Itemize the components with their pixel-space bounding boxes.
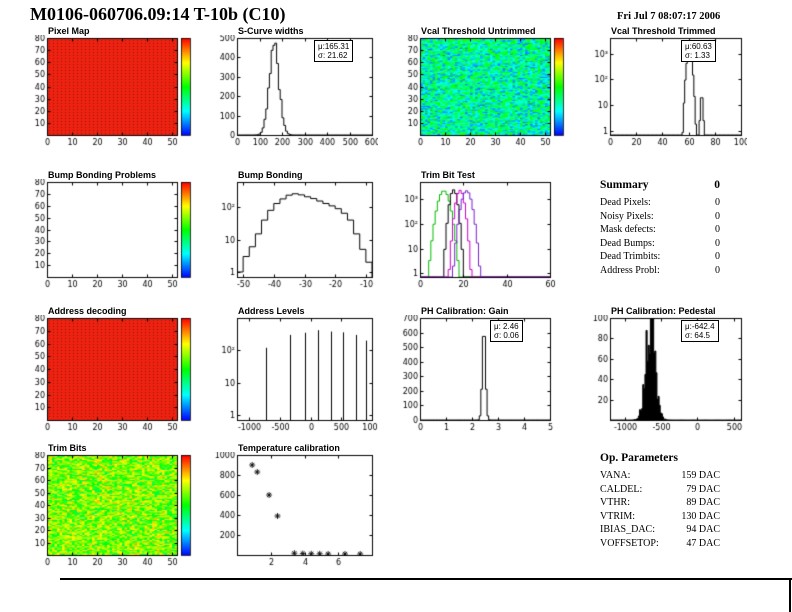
summary-row-value: 0 [715, 197, 720, 208]
summary-row-label: Mask defects: [600, 224, 656, 235]
chart-title-vcal-untrimmed: Vcal Threshold Untrimmed [421, 26, 536, 36]
summary-row: Address Probl: 0 [600, 264, 720, 278]
gain-sigma-stat: σ: 0.06 [494, 331, 519, 340]
address-levels-chart [211, 315, 378, 433]
op-parameters-panel: Op. Parameters VANA: 159 DAC CALDEL: 79 DA… [600, 452, 720, 550]
summary-row: Noisy Pixels: 0 [600, 210, 720, 224]
chart-title-temp-calibration: Temperature calibration [238, 443, 340, 453]
summary-row: Dead Trimbits: 0 [600, 250, 720, 264]
chart-title-pixel-map: Pixel Map [48, 26, 90, 36]
summary-row-value: 0 [715, 237, 720, 249]
summary-row-label: Noisy Pixels: [600, 210, 654, 222]
vcal-mu-stat: μ:60.63 [685, 42, 712, 51]
chart-title-bump-bonding: Bump Bonding [238, 170, 303, 180]
summary-row-label: Address Probl: [600, 264, 660, 276]
op-parameter-row: VANA: 159 DAC [600, 469, 720, 483]
summary-row: Dead Pixels: 0 [600, 196, 720, 210]
op-row-value: 94 DAC [686, 524, 720, 535]
summary-title: Summary [600, 179, 649, 191]
summary-row-label: Dead Trimbits: [600, 251, 661, 262]
chart-title-vcal-trimmed: Vcal Threshold Trimmed [611, 26, 716, 36]
op-row-value: 89 DAC [686, 497, 720, 508]
op-row-label: CALDEL: [600, 483, 643, 495]
trim-bit-test-chart [394, 179, 556, 290]
vcal-untrimmed-chart [394, 35, 568, 148]
summary-row: Dead Bumps: 0 [600, 237, 720, 251]
bump-bonding-chart [211, 179, 378, 290]
pedestal-mu-stat: μ:-642.4 [685, 322, 715, 331]
ph-pedestal-chart [584, 315, 747, 433]
op-parameters-title: Op. Parameters [600, 452, 678, 464]
summary-panel: Summary 0 Dead Pixels: 0 Noisy Pixels: 0 M… [600, 179, 720, 277]
op-parameter-row: VTHR: 89 DAC [600, 496, 720, 510]
summary-row-value: 0 [715, 264, 720, 276]
summary-total: 0 [714, 179, 720, 191]
op-row-value: 79 DAC [686, 483, 720, 495]
op-row-label: VTRIM: [600, 510, 635, 522]
summary-row-label: Dead Bumps: [600, 237, 655, 249]
scurve-mu-stat: μ:165.31 [318, 42, 350, 51]
vcal-trimmed-chart [584, 35, 747, 148]
chart-title-trim-bit-test: Trim Bit Test [421, 170, 475, 180]
summary-row-label: Dead Pixels: [600, 197, 651, 208]
scurve-sigma-stat: σ: 21.62 [318, 51, 348, 60]
summary-row: Mask defects: 0 [600, 223, 720, 237]
chart-title-ph-pedestal: PH Calibration: Pedestal [611, 306, 716, 316]
vcal-sigma-stat: σ: 1.33 [685, 51, 710, 60]
chart-title-bump-problems: Bump Bonding Problems [48, 170, 156, 180]
op-parameter-row: VOFFSETOP: 47 DAC [600, 537, 720, 551]
op-parameter-row: VTRIM: 130 DAC [600, 510, 720, 524]
pixel-map-chart [21, 35, 195, 148]
timestamp: Fri Jul 7 08:07:17 2006 [617, 11, 721, 22]
trim-bits-chart [21, 452, 195, 568]
ph-gain-chart [394, 315, 556, 433]
chart-title-scurve-widths: S-Curve widths [238, 26, 304, 36]
op-row-label: VTHR: [600, 497, 630, 508]
op-row-label: VOFFSETOP: [600, 537, 659, 549]
address-decoding-chart [21, 315, 195, 433]
summary-row-value: 0 [715, 251, 720, 262]
temp-calibration-chart [211, 452, 378, 568]
chart-title-address-decoding: Address decoding [48, 306, 127, 316]
summary-row-value: 0 [715, 210, 720, 222]
op-row-value: 130 DAC [681, 510, 720, 522]
canvas-bottom-border [60, 578, 792, 580]
scurve-stats-box: μ:165.31 σ: 21.62 [314, 40, 354, 62]
op-row-value: 47 DAC [686, 537, 720, 549]
op-row-label: VANA: [600, 470, 631, 481]
ph-gain-stats-box: μ: 2.46 σ: 0.06 [490, 320, 523, 342]
page-title: M0106-060706.09:14 T-10b (C10) [30, 4, 286, 24]
op-row-value: 159 DAC [681, 470, 720, 481]
op-parameter-row: IBIAS_DAC: 94 DAC [600, 523, 720, 537]
chart-title-trim-bits: Trim Bits [48, 443, 87, 453]
chart-title-address-levels: Address Levels [238, 306, 305, 316]
gain-mu-stat: μ: 2.46 [494, 322, 519, 331]
op-row-label: IBIAS_DAC: [600, 524, 656, 535]
chart-title-ph-gain: PH Calibration: Gain [421, 306, 509, 316]
pedestal-sigma-stat: σ: 64.5 [685, 331, 710, 340]
bump-problems-chart [21, 179, 195, 290]
vcal-trimmed-stats-box: μ:60.63 σ: 1.33 [681, 40, 716, 62]
ph-pedestal-stats-box: μ:-642.4 σ: 64.5 [681, 320, 719, 342]
summary-row-value: 0 [715, 224, 720, 235]
op-parameter-row: CALDEL: 79 DAC [600, 483, 720, 497]
canvas-right-border [789, 578, 791, 612]
